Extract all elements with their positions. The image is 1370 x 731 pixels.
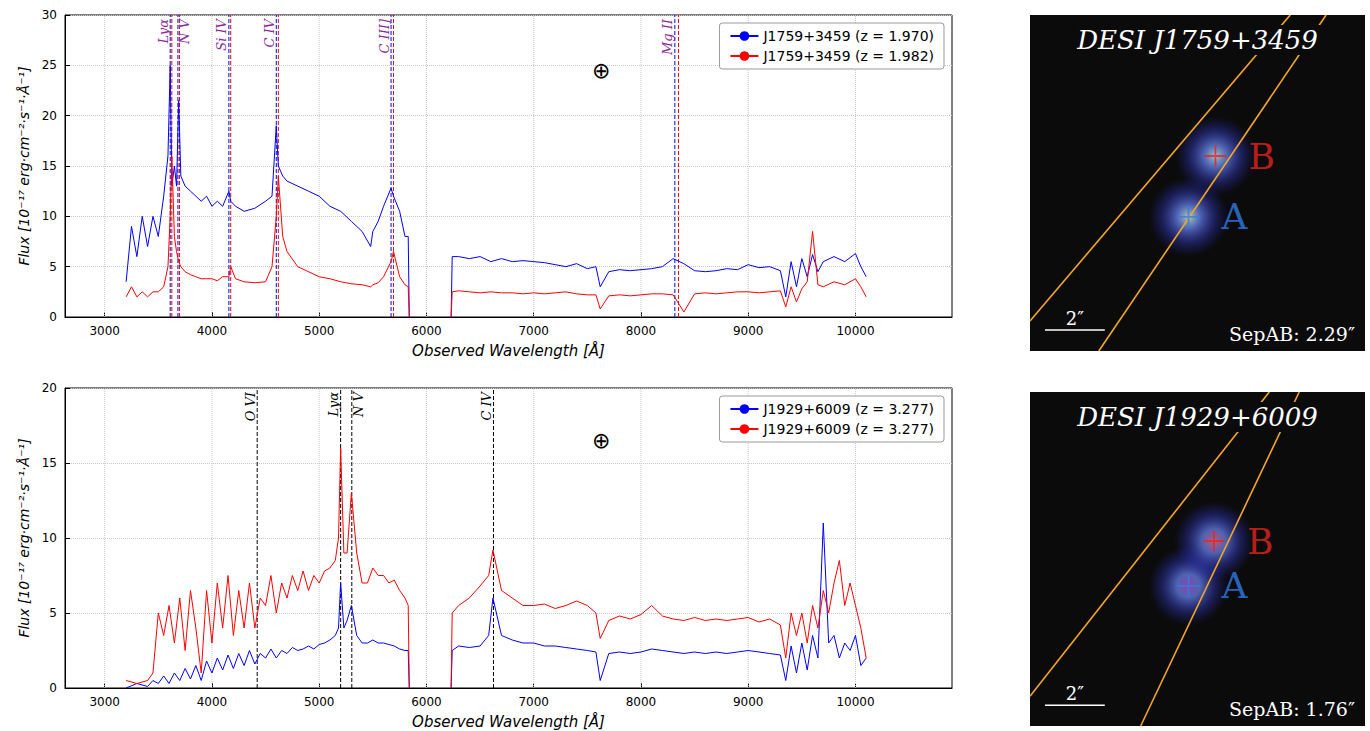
svg-text:4000: 4000 bbox=[197, 324, 228, 338]
svg-text:6000: 6000 bbox=[411, 324, 442, 338]
svg-text:30: 30 bbox=[42, 8, 57, 22]
svg-text:10000: 10000 bbox=[836, 324, 874, 338]
svg-text:A: A bbox=[1221, 196, 1249, 237]
svg-text:20: 20 bbox=[42, 381, 57, 395]
svg-text:J1759+3459 (z = 1.970): J1759+3459 (z = 1.970) bbox=[762, 28, 934, 44]
svg-text:25: 25 bbox=[42, 58, 57, 72]
svg-text:C IV: C IV bbox=[262, 17, 277, 47]
svg-text:8000: 8000 bbox=[626, 695, 657, 709]
svg-text:C III]: C III] bbox=[377, 18, 392, 53]
svg-text:O VI: O VI bbox=[243, 391, 258, 421]
svg-text:5000: 5000 bbox=[304, 695, 335, 709]
svg-text:10: 10 bbox=[42, 531, 57, 545]
svg-text:Si IV: Si IV bbox=[214, 17, 229, 50]
svg-text:⊕: ⊕ bbox=[592, 428, 610, 453]
svg-text:A: A bbox=[1221, 565, 1249, 606]
svg-text:2″: 2″ bbox=[1066, 683, 1084, 704]
svg-text:J1929+6009 (z = 3.277): J1929+6009 (z = 3.277) bbox=[762, 421, 934, 437]
svg-text:J1929+6009 (z = 3.277): J1929+6009 (z = 3.277) bbox=[762, 401, 934, 417]
svg-text:B: B bbox=[1248, 136, 1274, 177]
svg-text:Lyα: Lyα bbox=[326, 392, 341, 418]
svg-text:15: 15 bbox=[42, 456, 57, 470]
svg-text:7000: 7000 bbox=[518, 695, 549, 709]
svg-text:Mg II: Mg II bbox=[660, 18, 675, 56]
svg-text:10: 10 bbox=[42, 209, 57, 223]
svg-text:10000: 10000 bbox=[836, 695, 874, 709]
svg-text:SepAB: 1.76″: SepAB: 1.76″ bbox=[1229, 698, 1355, 720]
svg-text:SepAB: 2.29″: SepAB: 2.29″ bbox=[1229, 323, 1355, 345]
svg-text:5: 5 bbox=[49, 260, 57, 274]
svg-text:Observed Wavelength [Å]: Observed Wavelength [Å] bbox=[412, 341, 605, 360]
svg-text:9000: 9000 bbox=[733, 324, 764, 338]
svg-text:3000: 3000 bbox=[89, 324, 120, 338]
svg-text:6000: 6000 bbox=[411, 695, 442, 709]
svg-text:⊕: ⊕ bbox=[592, 58, 610, 83]
svg-text:Flux [10⁻¹⁷ erg·cm⁻²·s⁻¹·Å⁻¹]: Flux [10⁻¹⁷ erg·cm⁻²·s⁻¹·Å⁻¹] bbox=[16, 66, 32, 265]
svg-text:Observed Wavelength [Å]: Observed Wavelength [Å] bbox=[412, 712, 605, 731]
svg-text:C IV: C IV bbox=[479, 390, 494, 420]
svg-text:4000: 4000 bbox=[197, 695, 228, 709]
svg-text:Lyα: Lyα bbox=[156, 19, 171, 45]
svg-text:0: 0 bbox=[49, 681, 57, 695]
svg-text:J1759+3459 (z = 1.982): J1759+3459 (z = 1.982) bbox=[762, 48, 934, 64]
svg-text:5000: 5000 bbox=[304, 324, 335, 338]
svg-text:15: 15 bbox=[42, 159, 57, 173]
svg-text:5: 5 bbox=[49, 606, 57, 620]
svg-text:2″: 2″ bbox=[1066, 308, 1084, 329]
svg-text:8000: 8000 bbox=[626, 324, 657, 338]
svg-text:20: 20 bbox=[42, 109, 57, 123]
svg-text:0: 0 bbox=[49, 310, 57, 324]
svg-text:3000: 3000 bbox=[89, 695, 120, 709]
svg-text:7000: 7000 bbox=[518, 324, 549, 338]
svg-text:N V: N V bbox=[351, 390, 366, 418]
svg-text:N V: N V bbox=[177, 17, 192, 45]
svg-text:Flux [10⁻¹⁷ erg·cm⁻²·s⁻¹·Å⁻¹]: Flux [10⁻¹⁷ erg·cm⁻²·s⁻¹·Å⁻¹] bbox=[16, 438, 32, 637]
svg-text:DESI J1929+6009: DESI J1929+6009 bbox=[1076, 402, 1318, 432]
svg-text:9000: 9000 bbox=[733, 695, 764, 709]
svg-text:DESI J1759+3459: DESI J1759+3459 bbox=[1076, 25, 1318, 55]
svg-text:B: B bbox=[1247, 521, 1273, 562]
